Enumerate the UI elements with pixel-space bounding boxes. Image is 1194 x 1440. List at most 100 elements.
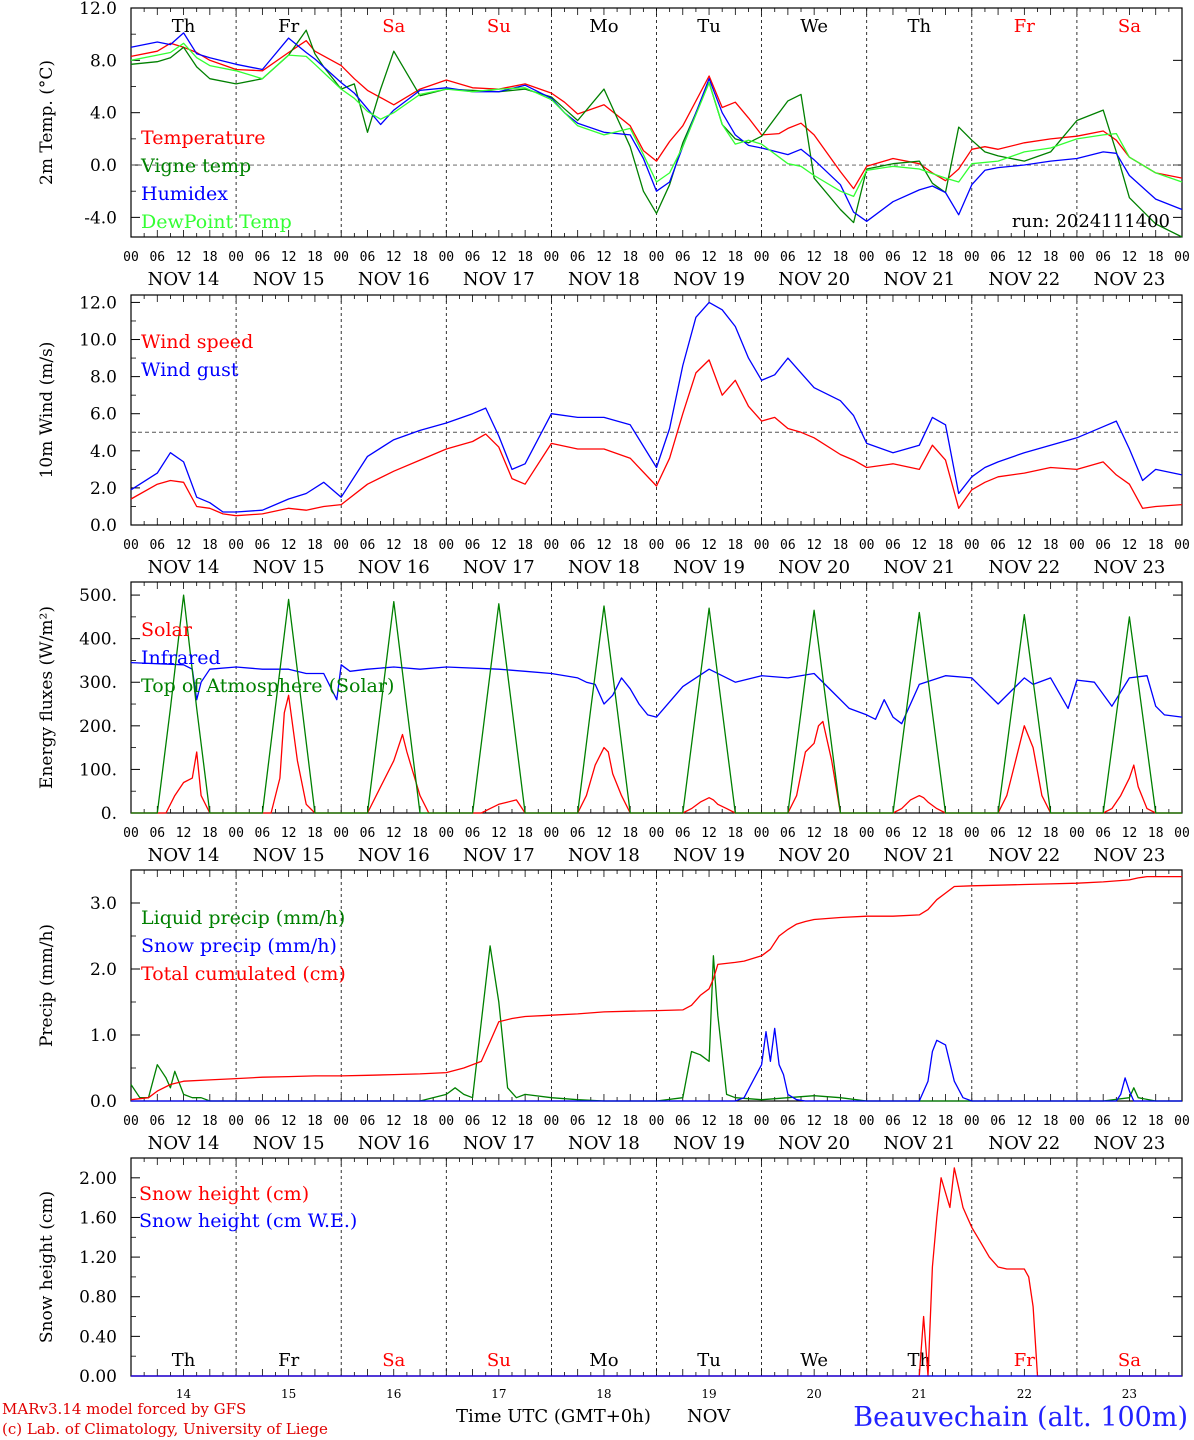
temp-hour-label: 06 [780,250,796,265]
precip-hour-label: 00 [333,1114,349,1129]
energy-hour-label: 12 [911,826,927,841]
energy-series-infrared [130,661,1183,725]
temp-date-label: NOV 20 [778,269,850,290]
snow-y-tick-label: 0.80 [79,1288,117,1308]
energy-legend-entry: Infrared [141,647,221,669]
energy-hour-label: 06 [990,826,1006,841]
wind-date-label: NOV 14 [148,557,220,578]
precip-y-tick-label: 3.0 [90,894,117,914]
precip-legend-entry: Snow precip (mm/h) [141,935,337,957]
energy-hour-label: 06 [465,826,481,841]
snow-y-tick-label: 1.20 [79,1248,117,1268]
wind-series-wind-speed [130,359,1183,517]
temp-hour-label: 00 [123,250,139,265]
energy-hour-label: 12 [281,826,297,841]
precip-hour-label: 06 [1095,1114,1111,1129]
temp-hour-label: 12 [1122,250,1138,265]
precip-hour-label: 12 [911,1114,927,1129]
wind-y-tick-label: 10.0 [79,331,117,351]
snow-day-number: 18 [596,1387,611,1400]
wind-hour-label: 12 [386,538,402,553]
temp-hour-label: 00 [859,250,875,265]
energy-y-tick-label: 500. [79,586,117,606]
temp-hour-label: 00 [1174,250,1190,265]
energy-hour-label: 12 [491,826,507,841]
snow-weekday-label: Th [907,1350,931,1371]
precip-hour-label: 06 [255,1114,271,1129]
wind-hour-label: 18 [307,538,323,553]
station-label: Beauvechain (alt. 100m) [853,1402,1188,1433]
wind-hour-label: 00 [964,538,980,553]
snow-y-axis-label: Snow height (cm) [37,1191,57,1343]
temp-hour-label: 06 [885,250,901,265]
temp-weekday-label: We [800,16,828,37]
snow-weekday-label: Tu [697,1350,721,1371]
energy-hour-label: 18 [307,826,323,841]
wind-series-wind-gust [130,301,1183,513]
energy-hour-label: 12 [1017,826,1033,841]
precip-y-axis-label: Precip (mm/h) [37,924,57,1047]
snow-day-number: 23 [1122,1387,1137,1400]
temp-hour-label: 06 [1095,250,1111,265]
precip-hour-label: 18 [1148,1114,1164,1129]
wind-hour-label: 12 [176,538,192,553]
wind-hour-label: 06 [360,538,376,553]
precip-legend-entry: Liquid precip (mm/h) [141,907,345,929]
wind-hour-label: 18 [1043,538,1059,553]
precip-hour-label: 18 [622,1114,638,1129]
temp-hour-label: 18 [727,250,743,265]
wind-hour-label: 06 [570,538,586,553]
snow-weekday-label: Fr [278,1350,299,1371]
temp-hour-label: 12 [491,250,507,265]
wind-legend-entry: Wind speed [141,331,253,353]
wind-hour-label: 06 [990,538,1006,553]
snow-day-number: 14 [176,1387,192,1400]
energy-y-tick-label: 300. [79,673,117,693]
wind-date-label: NOV 15 [253,557,325,578]
wind-y-axis-label: 10m Wind (m/s) [37,342,57,479]
temp-weekday-label: Fr [1014,16,1035,37]
energy-hour-label: 12 [806,826,822,841]
temp-weekday-label: Sa [382,16,405,37]
snow-weekday-label: Mo [589,1350,618,1371]
energy-hour-label: 18 [517,826,533,841]
wind-y-tick-label: 4.0 [90,442,117,462]
precip-hour-label: 18 [938,1114,954,1129]
temp-series-humidex [130,32,1183,222]
wind-date-label: NOV 18 [568,557,640,578]
energy-hour-label: 18 [727,826,743,841]
wind-hour-label: 18 [1148,538,1164,553]
temp-hour-label: 00 [333,250,349,265]
energy-hour-label: 18 [202,826,218,841]
energy-date-label: NOV 21 [883,845,955,866]
precip-date-label: NOV 20 [778,1133,850,1154]
precip-hour-label: 12 [806,1114,822,1129]
precip-hour-label: 00 [123,1114,139,1129]
precip-date-label: NOV 22 [988,1133,1060,1154]
precip-hour-label: 00 [1174,1114,1190,1129]
snow-day-number: 17 [491,1387,506,1400]
temp-hour-label: 12 [281,250,297,265]
precip-hour-label: 18 [202,1114,218,1129]
snow-weekday-label: Th [172,1350,196,1371]
temp-hour-label: 00 [228,250,244,265]
precip-y-tick-label: 0.0 [90,1092,117,1112]
lab-credit: (c) Lab. of Climatology, University of L… [2,1420,328,1438]
temp-hour-label: 18 [622,250,638,265]
model-credit: MARv3.14 model forced by GFS [2,1400,247,1418]
meteogram-svg: 12.0 8.0 4.0 0.0 -4.0 2m Temp. (°C) Th Fr Sa Su Mo… [37,0,1190,1401]
snow-weekday-label: Su [487,1350,511,1371]
wind-hour-label: 12 [596,538,612,553]
precip-date-label: NOV 17 [463,1133,535,1154]
precip-hour-label: 06 [990,1114,1006,1129]
wind-hour-label: 18 [833,538,849,553]
wind-date-label: NOV 21 [883,557,955,578]
temp-hour-label: 18 [833,250,849,265]
wind-hour-label: 00 [544,538,560,553]
temp-date-label: NOV 17 [463,269,535,290]
wind-hour-label: 18 [412,538,428,553]
temp-date-label: NOV 21 [883,269,955,290]
temp-legend-entry: Humidex [141,183,228,205]
energy-hour-label: 18 [938,826,954,841]
energy-date-label: NOV 23 [1094,845,1166,866]
